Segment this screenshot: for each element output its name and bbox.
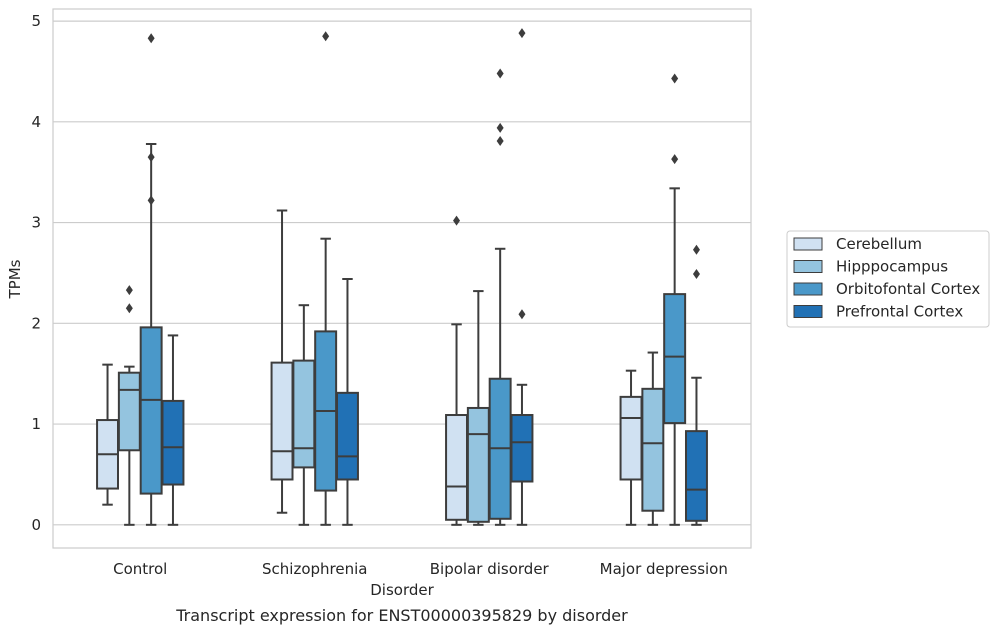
- box-iqr: [117, 371, 141, 452]
- outlier-point: [671, 73, 679, 84]
- outlier-point: [671, 154, 679, 165]
- y-tick-label: 0: [31, 516, 41, 534]
- x-tick-label: Schizophrenia: [262, 560, 367, 578]
- outlier-point: [496, 135, 504, 146]
- box-iqr: [510, 414, 534, 483]
- outlier-point: [496, 68, 504, 79]
- outlier-point: [147, 33, 155, 44]
- chart-caption: Transcript expression for ENST0000039582…: [175, 606, 628, 625]
- box-group: [139, 33, 163, 526]
- outlier-point: [147, 152, 155, 163]
- y-tick-label: 5: [31, 12, 41, 30]
- outlier-point: [692, 268, 700, 279]
- y-axis-label: TPMs: [6, 259, 24, 299]
- x-tick-label: Control: [113, 560, 167, 578]
- box-iqr: [619, 395, 643, 481]
- box-iqr: [663, 293, 687, 425]
- outlier-point: [692, 244, 700, 255]
- x-tick-label: Major depression: [600, 560, 728, 578]
- box-iqr: [445, 414, 469, 521]
- outlier-point: [147, 195, 155, 206]
- box-group: [117, 285, 141, 526]
- box-group: [488, 68, 512, 526]
- outlier-point: [125, 285, 133, 296]
- box-iqr: [292, 359, 316, 469]
- legend: Cerebellum Hipppocampus Orbitofontal Corte…: [786, 230, 990, 328]
- legend-label: Orbitofontal Cortex: [836, 280, 980, 298]
- box-iqr: [139, 326, 163, 495]
- box-group: [335, 278, 359, 526]
- box-group: [684, 244, 708, 526]
- x-axis-label: Disorder: [370, 581, 434, 599]
- x-tick-label: Bipolar disorder: [430, 560, 550, 578]
- legend-label: Hipppocampus: [836, 258, 948, 276]
- y-tick-label: 3: [31, 214, 41, 232]
- outlier-point: [322, 31, 330, 42]
- outlier-point: [496, 122, 504, 133]
- box-iqr: [684, 430, 708, 522]
- y-tick-label: 1: [31, 415, 41, 433]
- box-group: [445, 215, 469, 526]
- outlier-point: [518, 309, 526, 320]
- box-group: [292, 304, 316, 526]
- legend-label: Cerebellum: [836, 235, 922, 253]
- box-group: [161, 334, 185, 526]
- legend-swatch: [793, 237, 823, 251]
- box-iqr: [161, 399, 185, 486]
- box-group: [641, 351, 665, 526]
- box-group: [314, 31, 338, 526]
- legend-swatch: [793, 305, 823, 318]
- outlier-point: [125, 303, 133, 314]
- box-group: [466, 290, 490, 526]
- box-iqr: [466, 406, 490, 523]
- outlier-point: [453, 215, 461, 226]
- y-tick-label: 2: [31, 314, 41, 332]
- x-axis-ticks: Control Schizophrenia Bipolar disorder Majo…: [113, 560, 728, 578]
- box-group: [663, 73, 687, 526]
- boxplot-layer: [96, 28, 708, 526]
- y-tick-label: 4: [31, 113, 41, 131]
- box-group: [270, 209, 294, 514]
- box-iqr: [335, 391, 359, 481]
- box-iqr: [270, 361, 294, 481]
- outlier-point: [518, 28, 526, 39]
- plot-area-frame: [52, 8, 752, 549]
- legend-frame: [786, 230, 990, 328]
- box-iqr: [641, 387, 665, 512]
- y-axis-ticks: 0 1 2 3 4 5: [31, 12, 41, 534]
- box-group: [619, 369, 643, 526]
- legend-label: Prefrontal Cortex: [836, 303, 963, 321]
- legend-swatch: [793, 260, 823, 273]
- legend-swatch: [793, 282, 823, 296]
- box-group: [510, 28, 534, 526]
- box-group: [96, 363, 120, 506]
